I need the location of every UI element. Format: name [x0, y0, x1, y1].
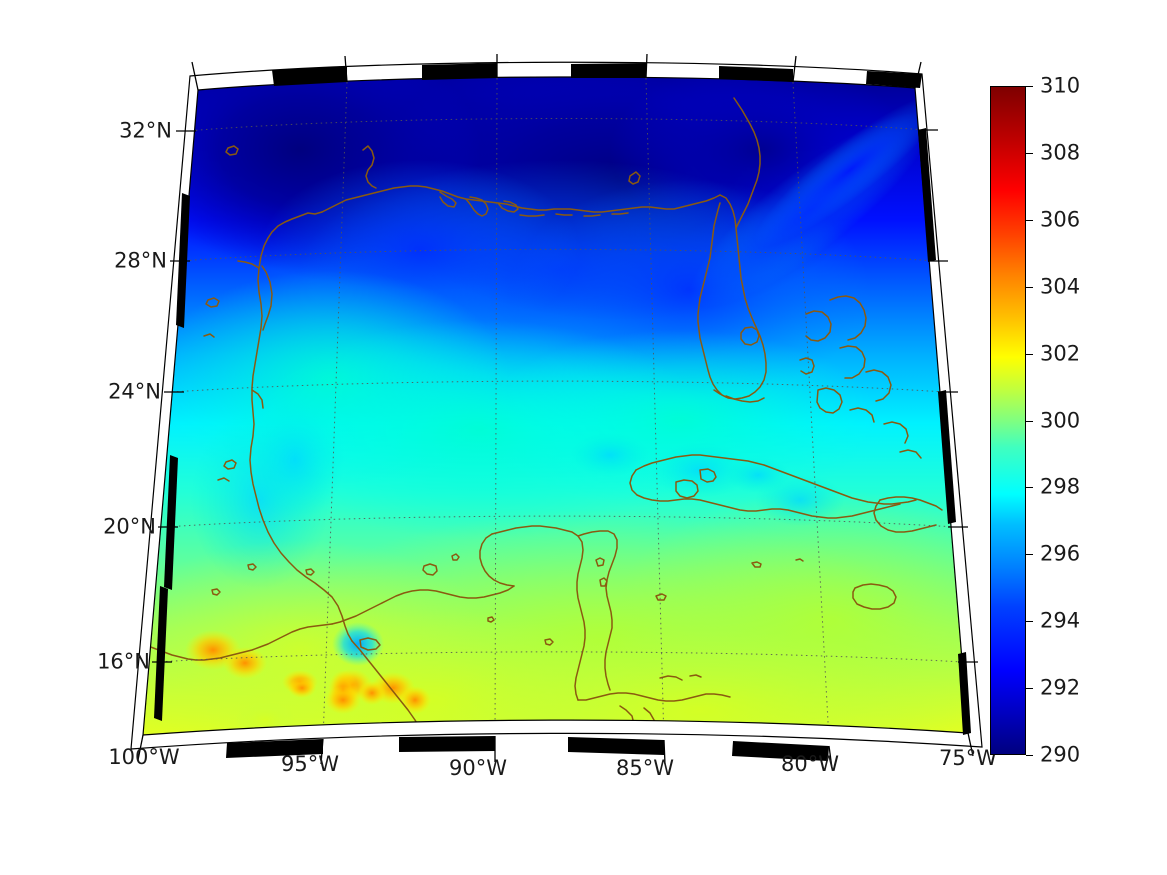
colorbar-tick	[1026, 152, 1033, 154]
colorbar-label-308: 308	[1040, 140, 1081, 165]
lon-tick-label-85w: 85°W	[616, 756, 674, 780]
colorbar: 310 308 306 304 302 300 298 296 294 292 …	[990, 75, 1080, 765]
colorbar-label-300: 300	[1040, 408, 1081, 432]
colorbar-label-290: 290	[1040, 742, 1081, 767]
sst-raster	[143, 76, 968, 735]
lat-tick-label-24n: 24°N	[108, 379, 161, 404]
lon-tick-label-80w: 80°W	[781, 752, 839, 776]
colorbar-label-310: 310	[1040, 73, 1081, 98]
colorbar-label-296: 296	[1040, 541, 1081, 566]
colorbar-label-294: 294	[1040, 608, 1081, 633]
colorbar-label-292: 292	[1040, 675, 1081, 700]
colorbar-label-298: 298	[1040, 474, 1081, 499]
colorbar-tick	[1026, 219, 1033, 221]
colorbar-tick	[1026, 621, 1033, 623]
lon-tick-label-100w: 100°W	[108, 745, 180, 769]
colorbar-tick	[1026, 688, 1033, 690]
colorbar-tick	[1026, 755, 1033, 756]
lat-tick-label-32n: 32°N	[119, 118, 172, 143]
map-frame	[130, 53, 983, 769]
lat-tick-label-28n: 28°N	[114, 248, 167, 273]
lat-tick-label-16n: 16°N	[97, 649, 150, 674]
coastlines	[147, 97, 943, 735]
colorbar-tick	[1026, 487, 1033, 489]
graticule	[143, 77, 968, 735]
colorbar-tick	[1026, 86, 1033, 87]
lon-tick-label-95w: 95°W	[281, 752, 339, 776]
lat-tick-label-20n: 20°N	[103, 514, 156, 539]
colorbar-label-304: 304	[1040, 274, 1081, 299]
lon-tick-label-75w: 75°W	[939, 746, 997, 770]
colorbar-tick	[1026, 353, 1033, 355]
colorbar-tick	[1026, 554, 1033, 556]
lon-tick-label-90w: 90°W	[449, 756, 507, 780]
colorbar-label-306: 306	[1040, 207, 1081, 232]
colorbar-tick	[1026, 420, 1033, 422]
colorbar-gradient	[990, 86, 1026, 755]
colorbar-label-302: 302	[1040, 341, 1081, 366]
colorbar-tick	[1026, 286, 1033, 288]
